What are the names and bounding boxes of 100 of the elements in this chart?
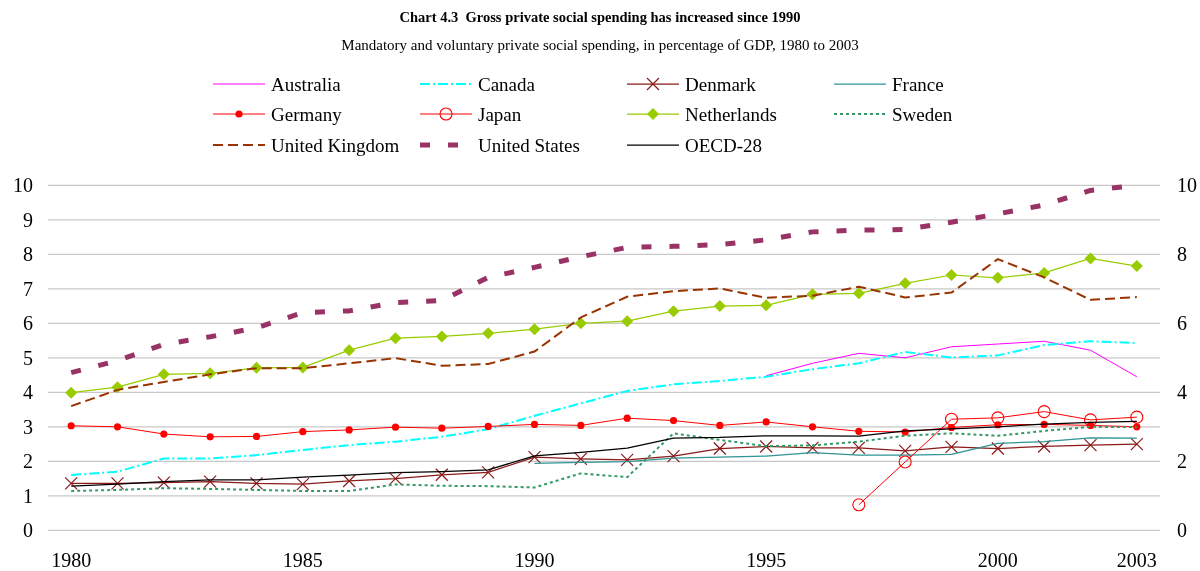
legend-label: France [892,73,944,95]
point [343,344,356,357]
point [945,269,958,281]
legend-label: Denmark [685,73,757,95]
point [299,428,307,436]
legend-label: Japan [478,103,522,125]
point [762,418,770,426]
point [342,474,356,488]
point [484,422,492,431]
point [1130,410,1144,424]
point [157,476,171,490]
point [899,277,912,290]
y-tick-label: 4 [23,381,33,404]
x-tick-label: 1990 [514,549,555,571]
point [991,271,1004,284]
point [991,441,1005,456]
legend-label: Australia [271,73,342,95]
point [808,423,817,431]
point [110,476,125,490]
legend-label: OECD-28 [685,134,763,156]
point [944,440,959,454]
point [64,476,78,490]
point [435,330,448,343]
point [805,441,820,455]
x-tick-label: 2000 [977,549,1018,571]
point [482,327,495,340]
point [1083,413,1098,427]
x-tick-label: 2003 [1116,549,1157,571]
point [389,332,402,345]
y2-tick-label: 4 [1177,381,1187,404]
y2-tick-label: 2 [1177,450,1187,473]
point [669,416,678,425]
line-series [765,340,1138,378]
point [852,441,866,455]
point [713,441,727,456]
point [388,471,403,486]
point [1037,405,1051,419]
chart-subtitle: Mandatory and voluntary private social spending, in percentage of GDP, 1980 to 2003 [341,37,859,53]
point [530,420,539,428]
point [528,323,541,336]
point [438,424,446,432]
legend-label: United Kingdom [271,134,400,156]
y-tick-label: 5 [23,346,33,369]
point [391,423,400,431]
point [252,432,261,441]
point [574,452,588,466]
y-tick-label: 10 [13,174,33,197]
x-tick-label: 1995 [746,549,787,571]
point [713,300,726,313]
legend-label: Canada [478,73,536,95]
point [1037,439,1051,454]
point [65,386,78,399]
point [1084,252,1097,265]
point [160,430,168,438]
y2-tick-label: 0 [1177,519,1187,542]
point [577,421,585,430]
point [481,465,495,479]
y-tick-label: 1 [23,484,33,507]
y-tick-label: 8 [23,243,33,266]
point [345,426,353,434]
point [113,423,122,431]
point [157,368,170,381]
legend-label: Netherlands [685,103,777,125]
y-tick-label: 2 [23,450,33,473]
point [1083,438,1098,452]
point [620,453,634,467]
point [855,427,863,435]
point [944,412,959,426]
point [527,450,542,464]
line-series [70,340,1138,477]
point [716,421,724,430]
x-tick-label: 1980 [51,549,92,571]
point [206,433,214,441]
y2-tick-label: 8 [1177,243,1187,266]
legend-label: Sweden [892,103,953,125]
y-tick-label: 9 [23,208,33,231]
point [1130,260,1143,273]
point [621,315,634,328]
legend-label: Germany [271,103,343,125]
point [67,422,75,430]
y-tick-label: 6 [23,312,33,335]
legend-label: United States [478,134,580,156]
y2-tick-label: 6 [1177,312,1187,335]
y-tick-label: 3 [23,415,33,438]
y2-tick-label: 10 [1177,174,1197,197]
point [666,449,681,463]
point [852,287,865,300]
point [1130,437,1144,451]
point [759,439,773,454]
point [249,476,264,490]
x-tick-label: 1985 [282,549,323,571]
y-tick-label: 0 [23,519,33,542]
point [296,477,310,491]
point [667,305,680,318]
point [991,411,1005,425]
point [623,414,631,422]
point [203,475,217,489]
point [898,455,912,469]
y-tick-label: 7 [23,277,33,300]
point [760,299,773,312]
